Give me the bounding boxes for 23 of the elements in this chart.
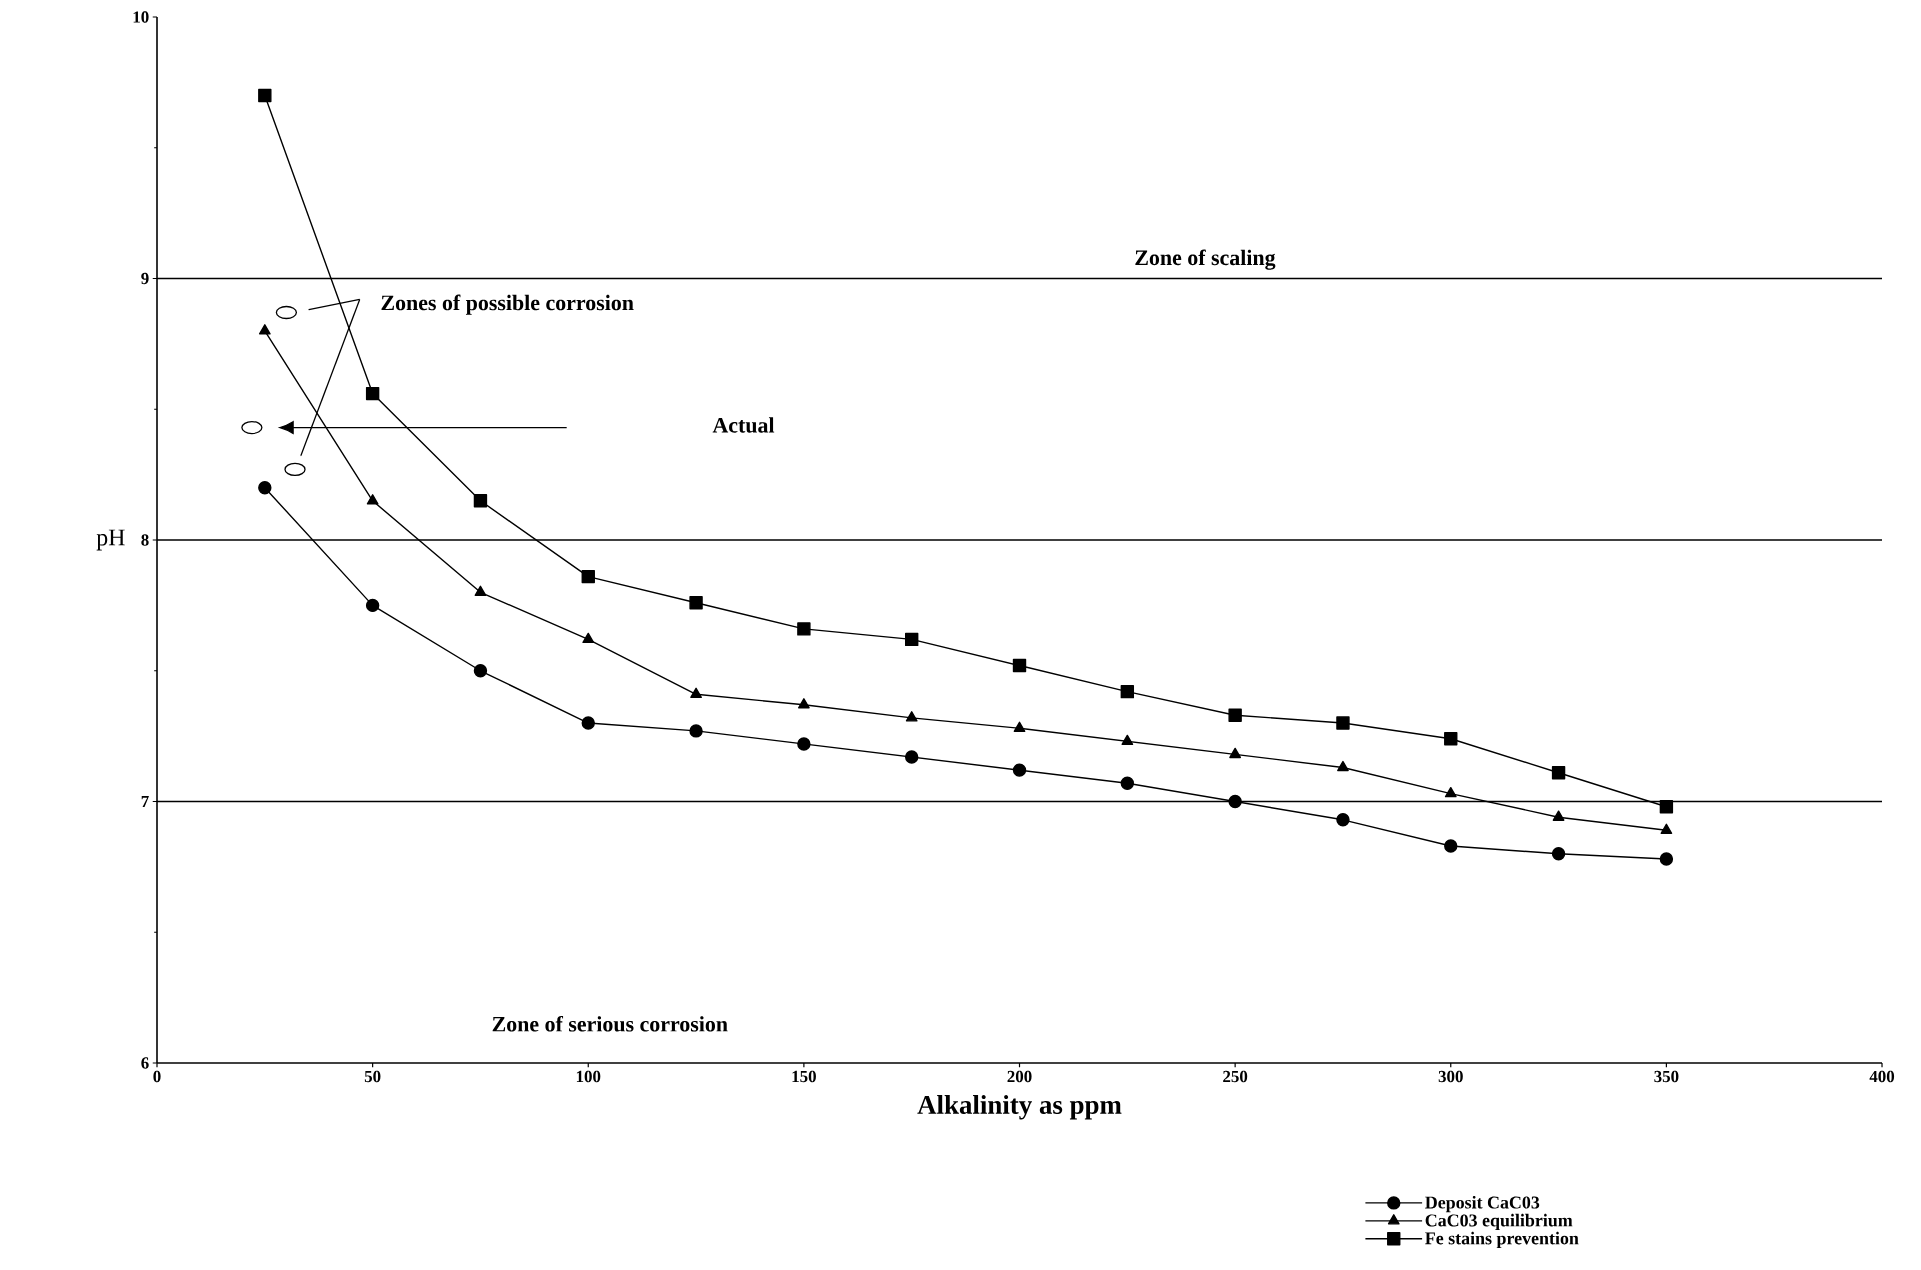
x-tick-label: 50 [364,1070,381,1083]
x-tick-label: 150 [792,1070,816,1083]
y-tick-label: 7 [141,795,149,808]
x-tick-label: 300 [1438,1070,1463,1083]
annotation: Actual [712,417,775,433]
annotation: Zones of possible corrosion [381,294,634,315]
x-axis-title: Alkalinity as ppm [917,1095,1122,1120]
x-tick-label: 0 [153,1070,161,1083]
annotation: Zone of serious corrosion [492,1015,728,1032]
y-tick-label: 9 [141,272,149,285]
legend-label: Deposit CaC03 [1425,1195,1540,1213]
y-tick-label: 10 [133,11,149,23]
y-axis-title: pH [96,529,125,551]
annotation: Zone of scaling [1135,249,1276,270]
legend-label: Fe stains prevention [1425,1231,1579,1249]
legend-label: CaC03 equilibrium [1425,1213,1573,1231]
x-tick-label: 350 [1654,1070,1679,1083]
x-tick-label: 100 [576,1070,601,1083]
x-tick-label: 400 [1869,1070,1895,1083]
x-tick-label: 200 [1007,1070,1032,1083]
y-tick-label: 6 [141,1057,149,1069]
y-tick-label: 8 [141,534,149,546]
x-tick-label: 250 [1223,1070,1248,1083]
